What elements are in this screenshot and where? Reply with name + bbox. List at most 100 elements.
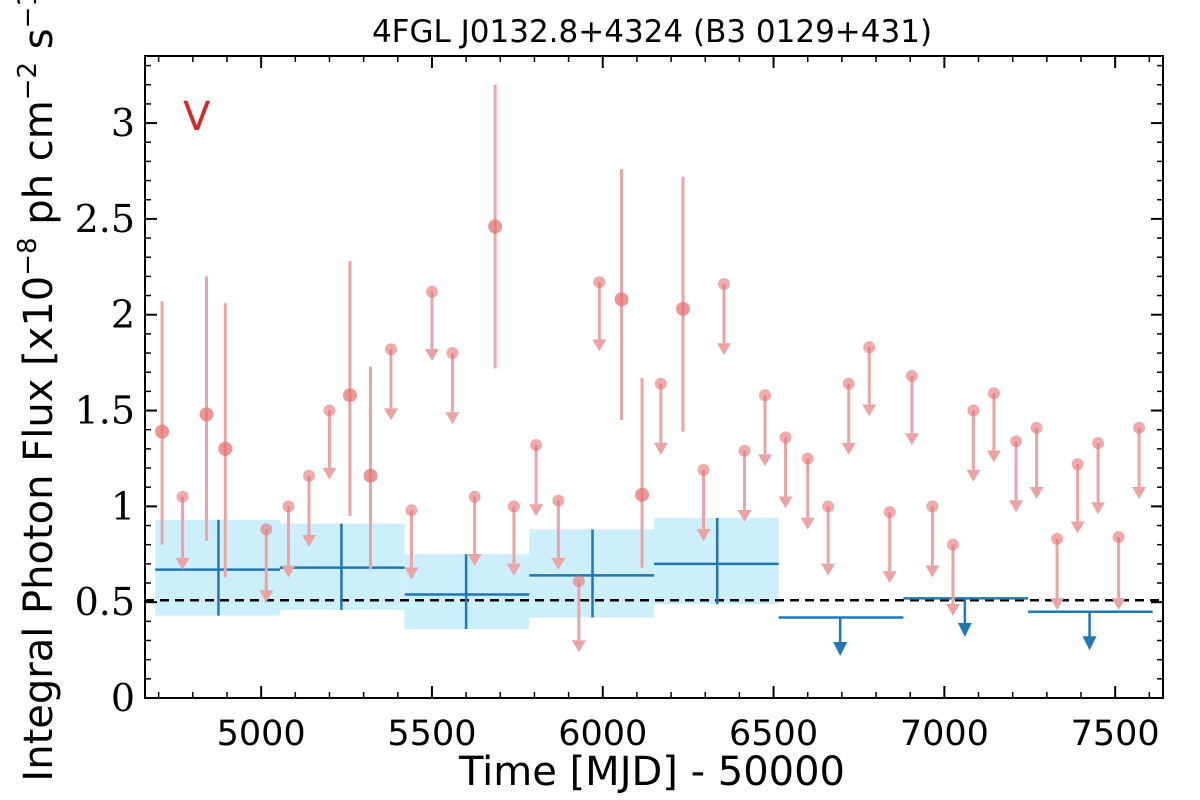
upper-limit-arrow-21: [800, 517, 815, 530]
upper-limit-point-4: [323, 404, 336, 417]
upper-limit-point-28: [946, 538, 959, 551]
upper-limit-arrow-35: [1091, 502, 1106, 515]
axes-frame: [144, 55, 1164, 699]
upper-limit-point-18: [738, 444, 751, 457]
upper-limit-arrow-4: [322, 467, 337, 480]
y-tick-label-0: 0: [111, 676, 135, 720]
upper-limit-point-11: [530, 439, 543, 452]
upper-limit-point-8: [446, 347, 459, 360]
upper-limit-arrow-31: [1009, 500, 1024, 513]
detection-point-7: [635, 487, 650, 502]
upper-limit-arrow-29: [966, 469, 981, 482]
y-tick-label-3: 1.5: [75, 389, 135, 433]
upper-limit-arrow-10: [506, 563, 521, 576]
x-tick-label-3: 6500: [729, 714, 818, 754]
upper-limit-point-30: [987, 387, 1000, 400]
upper-limit-arrow-34: [1070, 521, 1085, 534]
upper-limit-point-16: [697, 463, 710, 476]
upper-limit-point-23: [842, 377, 855, 390]
upper-limit-arrow-8: [445, 412, 460, 425]
upper-limit-point-0: [176, 490, 189, 503]
y-axis-label-exp3: −1: [13, 0, 43, 28]
upper-limit-point-21: [801, 452, 814, 465]
y-axis-label-exp1: −8: [13, 237, 43, 275]
upper-limit-point-14: [593, 276, 606, 289]
upper-limit-arrow-27: [925, 565, 940, 578]
detection-point-1: [199, 407, 214, 422]
axis-ticks: 5000 5500 6000 6500 7000 7500 0 0.5 1 1.5 2 2.5 3: [75, 56, 1163, 754]
upper-limit-point-34: [1071, 458, 1084, 471]
upper-limit-point-24: [863, 341, 876, 354]
upper-limit-arrow-14: [592, 339, 607, 352]
upper-limit-point-5: [384, 343, 397, 356]
upper-limit-arrow-12: [551, 557, 566, 570]
x-tick-label-5: 7500: [1071, 714, 1160, 754]
upper-limit-point-29: [967, 404, 980, 417]
upper-limit-arrow-5: [383, 408, 398, 421]
upper-limit-arrow-37: [1132, 486, 1147, 499]
upper-limit-arrow-23: [841, 442, 856, 455]
upper-limit-point-22: [822, 500, 835, 513]
upper-limit-point-3: [302, 469, 315, 482]
upper-limit-arrow-24: [862, 404, 877, 417]
x-tick-label-2: 6000: [558, 714, 647, 754]
upper-limit-arrow-3: [301, 534, 316, 547]
y-tick-label-4: 2: [111, 293, 135, 337]
upper-limit-point-20: [779, 431, 792, 444]
upper-limit-arrow-33: [1050, 598, 1065, 611]
y-tick-label-5: 2.5: [75, 197, 135, 241]
chart-title: 4FGL J0132.8+4324 (B3 0129+431): [372, 14, 932, 50]
long-bin-ul-arrow-1: [957, 622, 972, 637]
upper-limit-arrow-25: [882, 571, 897, 584]
upper-limit-arrow-7: [424, 348, 439, 361]
plot-area: [145, 84, 1163, 657]
detection-point-4: [363, 468, 378, 483]
detection-point-0: [155, 424, 170, 439]
detection-point-5: [488, 219, 503, 234]
upper-limit-arrow-26: [904, 433, 919, 446]
y-axis-label-exp2: −2: [13, 62, 43, 100]
upper-limit-arrow-11: [529, 504, 544, 517]
upper-limit-arrow-13: [571, 640, 586, 653]
upper-limit-point-35: [1092, 437, 1105, 450]
upper-limit-arrow-9: [467, 554, 482, 567]
y-axis-label-mid: ph cm: [16, 100, 62, 237]
x-tick-label-4: 7000: [900, 714, 989, 754]
y-tick-label-2: 1: [111, 484, 135, 528]
upper-limit-point-19: [759, 389, 772, 402]
upper-limit-arrow-0: [175, 557, 190, 570]
upper-limit-arrow-6: [404, 567, 419, 580]
upper-limit-arrow-36: [1111, 598, 1126, 611]
upper-limit-point-12: [552, 494, 565, 507]
y-axis-label: Integral Photon Flux [x10−8 ph cm−2 s−1]: [13, 0, 62, 782]
upper-limit-arrow-15: [653, 442, 668, 455]
x-tick-label-1: 5500: [387, 714, 476, 754]
y-tick-label-6: 3: [111, 101, 135, 145]
upper-limit-point-33: [1051, 532, 1064, 545]
long-bin-ul-arrow-2: [1082, 636, 1097, 651]
x-axis-label: Time [MJD] - 50000: [458, 749, 845, 795]
upper-limit-point-2: [282, 500, 295, 513]
upper-limit-arrow-19: [758, 454, 773, 467]
detection-point-3: [342, 388, 357, 403]
upper-limit-arrow-2: [281, 565, 296, 578]
y-axis-label-mid2: s: [16, 28, 62, 62]
panel-annotation: V: [183, 94, 211, 140]
detection-point-6: [614, 292, 629, 307]
upper-limit-arrow-20: [778, 496, 793, 509]
upper-limit-point-1: [260, 523, 273, 536]
detection-point-8: [676, 301, 691, 316]
upper-limit-point-6: [405, 504, 418, 517]
upper-limit-point-26: [905, 370, 918, 383]
upper-limit-point-9: [468, 490, 481, 503]
upper-limit-arrow-22: [821, 563, 836, 576]
upper-limit-point-31: [1010, 435, 1023, 448]
upper-limit-point-7: [425, 285, 438, 298]
y-axis-label-main: Integral Photon Flux [x10: [16, 276, 62, 782]
x-tick-label-0: 5000: [217, 714, 306, 754]
upper-limit-point-27: [926, 500, 939, 513]
upper-limit-point-37: [1133, 421, 1146, 434]
upper-limit-point-15: [654, 377, 667, 390]
upper-limit-point-17: [718, 278, 731, 291]
